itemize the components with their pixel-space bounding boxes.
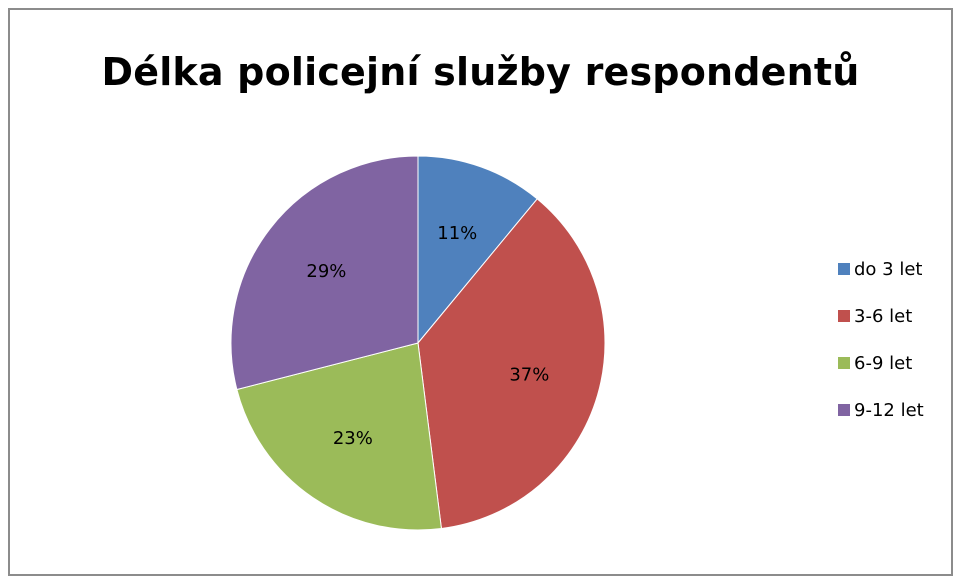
slice-data-label: 37% (509, 364, 549, 385)
legend-label: 6-9 let (854, 353, 912, 374)
legend-label: 3-6 let (854, 306, 912, 327)
legend-swatch (838, 310, 850, 322)
legend-item-1: 3-6 let (838, 304, 924, 328)
legend-label: 9-12 let (854, 400, 924, 421)
legend-item-2: 6-9 let (838, 351, 924, 375)
legend-swatch (838, 357, 850, 369)
legend-swatch (838, 263, 850, 275)
slice-data-label: 11% (437, 223, 477, 244)
legend-item-0: do 3 let (838, 257, 924, 281)
legend-item-3: 9-12 let (838, 398, 924, 422)
slice-data-label: 29% (306, 261, 346, 282)
legend: do 3 let 3-6 let 6-9 let 9-12 let (838, 257, 924, 445)
slice-data-label: 23% (333, 428, 373, 449)
legend-label: do 3 let (854, 259, 922, 280)
legend-swatch (838, 404, 850, 416)
